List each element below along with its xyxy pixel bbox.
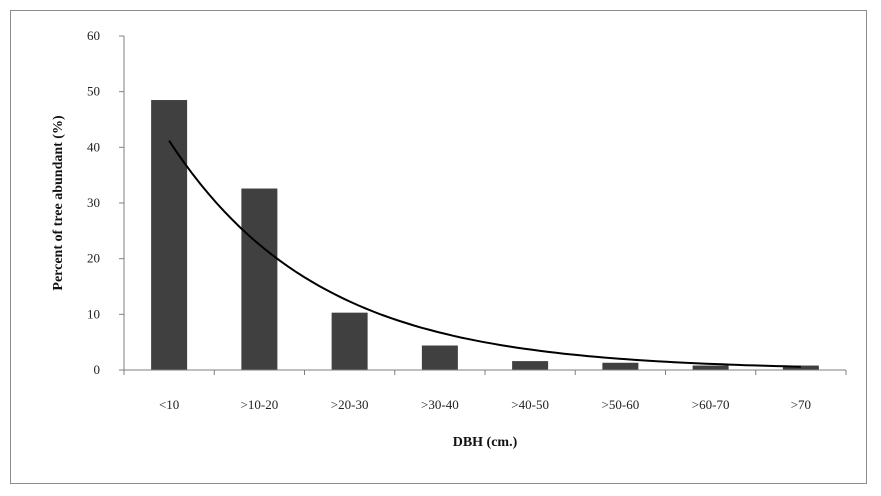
x-axis-title: DBH (cm.) <box>453 435 518 450</box>
x-tick-label: >60-70 <box>692 397 730 412</box>
y-axis-ticks: 0 10 20 30 40 50 60 <box>87 28 124 377</box>
x-tick-label: >20-30 <box>331 397 369 412</box>
x-tick-label: >50-60 <box>602 397 640 412</box>
x-tick-label: <10 <box>159 397 179 412</box>
x-axis-ticks: <10 >10-20 >20-30 >30-40 >40-50 >50-60 >60-70 >… <box>123 370 847 412</box>
x-tick-label: >10-20 <box>241 397 279 412</box>
bars <box>151 100 819 371</box>
bar <box>602 362 639 370</box>
bar <box>151 100 188 371</box>
y-tick-label: 40 <box>87 139 100 154</box>
x-tick-label: >30-40 <box>421 397 459 412</box>
y-tick-label: 10 <box>87 306 100 321</box>
bar <box>512 361 549 370</box>
y-tick-label: 30 <box>87 195 100 210</box>
bar <box>331 312 368 370</box>
y-tick-label: 60 <box>87 28 100 43</box>
bar <box>692 365 729 370</box>
y-tick-label: 0 <box>94 362 101 377</box>
trendline <box>168 140 801 368</box>
bar <box>241 188 278 370</box>
y-axis-title: Percent of tree abundant (%) <box>51 115 66 291</box>
x-tick-label: >40-50 <box>511 397 549 412</box>
x-tick-label: >70 <box>791 397 811 412</box>
bar <box>421 345 458 370</box>
bar <box>782 365 819 370</box>
y-tick-label: 50 <box>87 84 100 99</box>
y-tick-label: 20 <box>87 251 100 266</box>
